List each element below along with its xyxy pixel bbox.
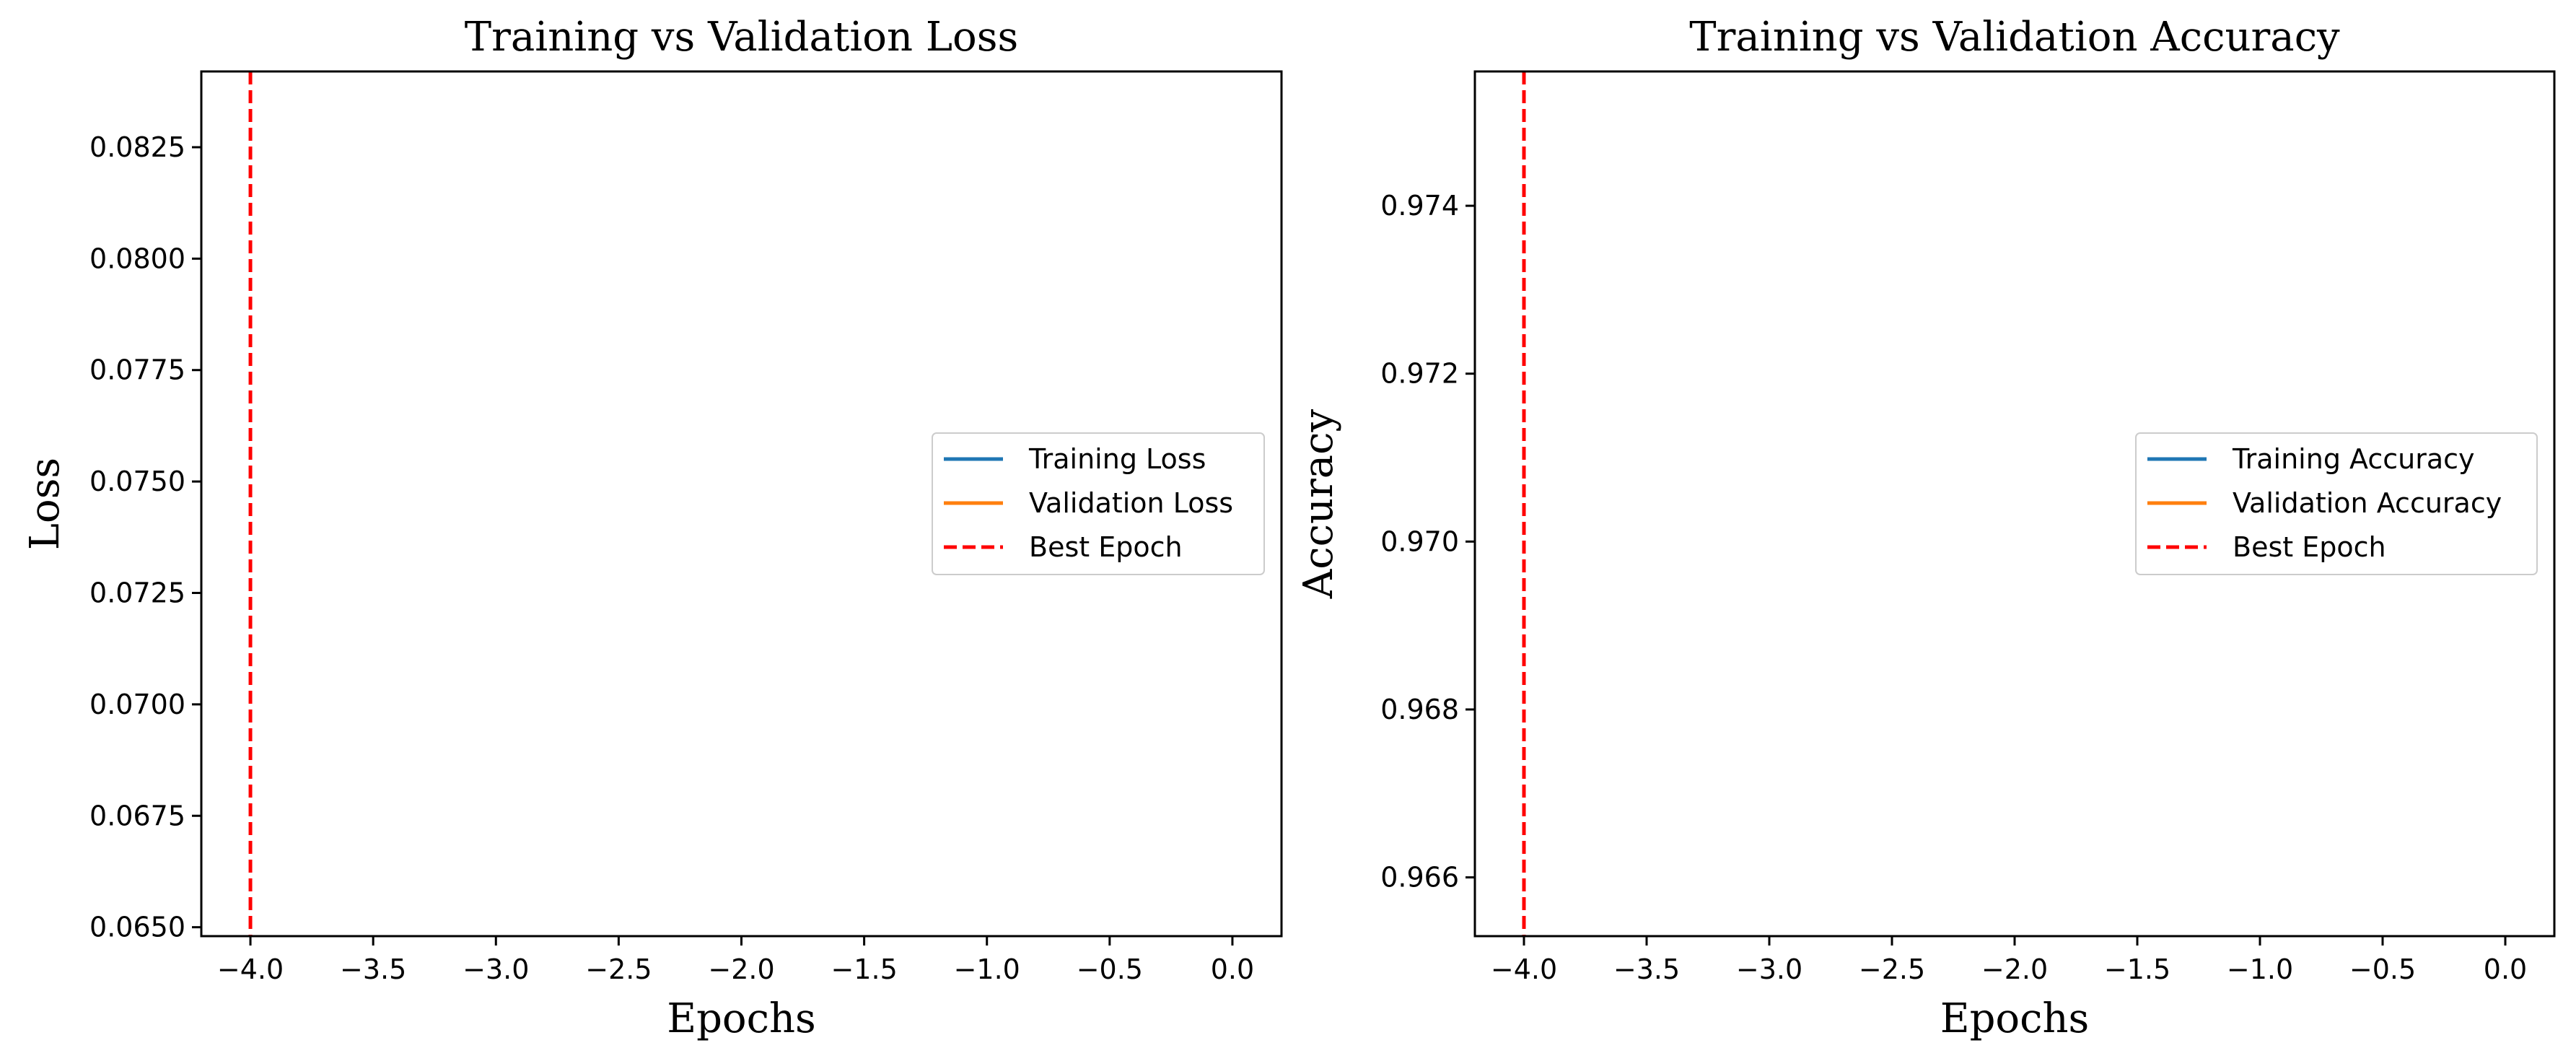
undefined-y-tick-label: 0.0800 <box>89 243 185 274</box>
undefined-chart-title: Training vs Validation Accuracy <box>1689 14 2340 61</box>
undefined-y-tick-label: 0.0675 <box>89 800 185 831</box>
undefined-x-tick-label: −2.0 <box>708 953 774 985</box>
undefined-x-tick-label: 0.0 <box>1211 953 1254 985</box>
undefined-x-tick-label: −3.5 <box>340 953 406 985</box>
undefined-x-tick-label: −1.0 <box>2227 953 2293 985</box>
undefined-x-tick-label: −4.0 <box>1491 953 1557 985</box>
undefined-y-tick-label: 0.974 <box>1380 190 1459 222</box>
undefined-x-tick-label: −1.5 <box>2104 953 2170 985</box>
undefined-y-tick-label: 0.0700 <box>89 689 185 720</box>
undefined-y-axis-label: Accuracy <box>1295 409 1342 599</box>
undefined-y-tick-label: 0.0650 <box>89 912 185 943</box>
undefined-chart-title: Training vs Validation Loss <box>465 14 1018 61</box>
undefined-y-tick-label: 0.0750 <box>89 466 185 497</box>
undefined-y-tick-label: 0.972 <box>1380 358 1459 390</box>
undefined-x-tick-label: −0.5 <box>1077 953 1143 985</box>
undefined-y-tick-label: 0.970 <box>1380 525 1459 557</box>
undefined-legend: Training Accuracy Validation Accuracy Best… <box>2135 432 2538 575</box>
undefined-legend-label-1: Validation Accuracy <box>2233 487 2502 519</box>
undefined-x-tick-label: −3.5 <box>1613 953 1680 985</box>
undefined-x-tick-label: −0.5 <box>2349 953 2416 985</box>
undefined-x-tick-label: −1.5 <box>831 953 897 985</box>
undefined-legend-label-2: Best Epoch <box>1029 531 1183 563</box>
undefined-y-axis-label: Loss <box>22 458 69 550</box>
undefined-legend-box <box>932 432 1265 575</box>
undefined-x-tick-label: 0.0 <box>2484 953 2527 985</box>
accuracy-chart-panel: Training vs Validation Accuracy −4.0 −3.5 −… <box>1295 14 2556 1042</box>
undefined-x-tick-label: −1.0 <box>954 953 1020 985</box>
undefined-legend-box <box>2135 432 2538 575</box>
undefined-x-axis-label: Epochs <box>667 995 816 1042</box>
undefined-legend-label-0: Training Accuracy <box>2232 443 2475 475</box>
undefined-x-tick-label: −3.0 <box>463 953 529 985</box>
undefined-x-tick-label: −2.5 <box>1859 953 1925 985</box>
undefined-y-tick-label: 0.0825 <box>89 131 185 163</box>
undefined-legend: Training Loss Validation Loss Best Epoch <box>932 432 1265 575</box>
undefined-x-tick-label: −2.5 <box>585 953 652 985</box>
undefined-legend-label-1: Validation Loss <box>1029 487 1233 519</box>
undefined-x-tick-label: −4.0 <box>217 953 284 985</box>
undefined-x-tick-label: −2.0 <box>1981 953 2048 985</box>
undefined-legend-label-2: Best Epoch <box>2233 531 2386 563</box>
loss-chart-panel: Training vs Validation Loss −4.0 −3.5 −3.0 −… <box>22 14 1283 1042</box>
undefined-y-tick-label: 0.0725 <box>89 577 185 609</box>
undefined-y-tick-label: 0.968 <box>1380 694 1459 725</box>
undefined-x-tick-label: −3.0 <box>1736 953 1802 985</box>
undefined-x-axis-label: Epochs <box>1940 995 2090 1042</box>
undefined-y-tick-label: 0.966 <box>1380 862 1459 894</box>
undefined-y-tick-label: 0.0775 <box>89 354 185 386</box>
undefined-legend-label-0: Training Loss <box>1028 443 1206 475</box>
